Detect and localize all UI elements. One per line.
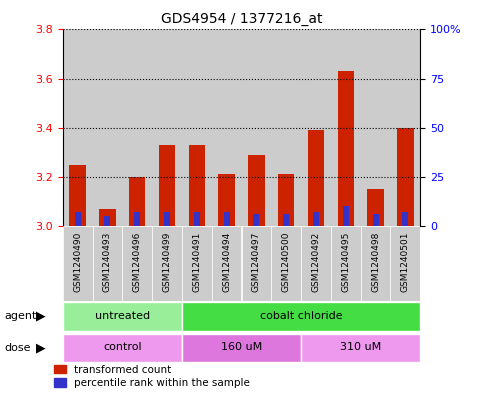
Text: control: control	[103, 342, 142, 352]
Text: dose: dose	[5, 343, 31, 353]
Bar	[182, 226, 212, 301]
Bar	[134, 212, 140, 226]
Bar	[182, 29, 212, 226]
Text: agent: agent	[5, 311, 37, 321]
Bar	[122, 29, 152, 226]
Bar	[390, 29, 420, 226]
Bar	[242, 29, 271, 226]
Title: GDS4954 / 1377216_at: GDS4954 / 1377216_at	[161, 12, 322, 26]
Bar	[99, 209, 115, 226]
Bar	[129, 177, 145, 226]
Bar	[361, 29, 390, 226]
Bar	[301, 29, 331, 226]
Bar	[361, 226, 390, 301]
Bar	[212, 226, 242, 301]
Bar	[182, 334, 301, 362]
Text: GSM1240501: GSM1240501	[401, 232, 410, 292]
Bar	[218, 174, 235, 226]
Text: GSM1240498: GSM1240498	[371, 232, 380, 292]
Text: ▶: ▶	[36, 341, 46, 354]
Bar	[93, 29, 122, 226]
Bar	[63, 226, 93, 301]
Bar	[271, 226, 301, 301]
Bar	[182, 302, 420, 331]
Text: GSM1240490: GSM1240490	[73, 232, 82, 292]
Text: GSM1240494: GSM1240494	[222, 232, 231, 292]
Bar	[194, 212, 200, 226]
Bar	[224, 212, 229, 226]
Legend: transformed count, percentile rank within the sample: transformed count, percentile rank withi…	[54, 365, 250, 388]
Text: GSM1240497: GSM1240497	[252, 232, 261, 292]
Bar	[159, 145, 175, 226]
Text: GSM1240493: GSM1240493	[103, 232, 112, 292]
Bar	[212, 29, 242, 226]
Bar	[343, 206, 349, 226]
Bar	[402, 212, 408, 226]
Text: 310 uM: 310 uM	[340, 342, 381, 352]
Bar	[70, 165, 86, 226]
Text: GSM1240499: GSM1240499	[163, 232, 171, 292]
Text: untreated: untreated	[95, 311, 150, 321]
Bar	[301, 334, 420, 362]
Bar	[152, 226, 182, 301]
Bar	[308, 130, 324, 226]
Bar	[104, 216, 111, 226]
Text: GSM1240492: GSM1240492	[312, 232, 320, 292]
Bar	[313, 212, 319, 226]
Bar	[278, 174, 294, 226]
Bar	[368, 189, 384, 226]
Bar	[271, 29, 301, 226]
Text: GSM1240500: GSM1240500	[282, 232, 291, 292]
Bar	[390, 226, 420, 301]
Bar	[283, 214, 289, 226]
Bar	[331, 226, 361, 301]
Bar	[372, 214, 379, 226]
Bar	[254, 214, 259, 226]
Bar	[248, 155, 265, 226]
Text: ▶: ▶	[36, 310, 46, 323]
Bar	[93, 226, 122, 301]
Bar	[397, 128, 413, 226]
Bar	[301, 226, 331, 301]
Text: GSM1240495: GSM1240495	[341, 232, 350, 292]
Bar	[164, 212, 170, 226]
Text: 160 uM: 160 uM	[221, 342, 262, 352]
Bar	[189, 145, 205, 226]
Bar	[63, 334, 182, 362]
Text: cobalt chloride: cobalt chloride	[260, 311, 342, 321]
Bar	[63, 29, 93, 226]
Bar	[338, 71, 354, 226]
Bar	[122, 226, 152, 301]
Bar	[75, 212, 81, 226]
Bar	[63, 302, 182, 331]
Text: GSM1240491: GSM1240491	[192, 232, 201, 292]
Bar	[152, 29, 182, 226]
Text: GSM1240496: GSM1240496	[133, 232, 142, 292]
Bar	[331, 29, 361, 226]
Bar	[242, 226, 271, 301]
